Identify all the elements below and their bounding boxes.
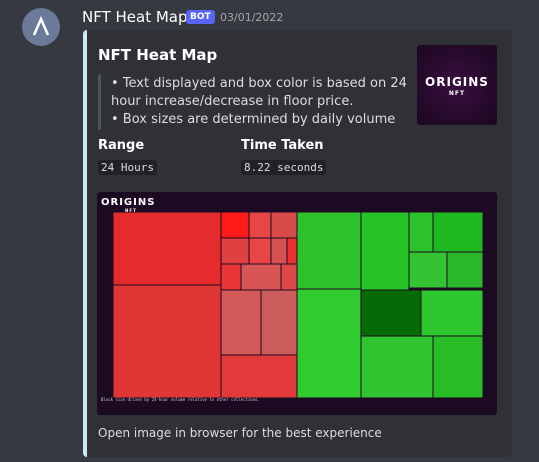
image-logo: ORIGINS — [101, 197, 156, 208]
image-sublogo: NFT — [125, 208, 137, 213]
timestamp: 03/01/2022 — [220, 11, 284, 24]
author-name[interactable]: NFT Heat Map — [82, 8, 188, 26]
description-line: • Box sizes are determined by daily volu… — [111, 112, 396, 127]
image-caption: Block size driven by 24-hour volume rela… — [101, 397, 260, 402]
description-line: • Text displayed and box color is based … — [111, 76, 407, 91]
heatmap-image[interactable]: ORIGINS NFT — [97, 192, 497, 415]
embed-footer: Open image in browser for the best exper… — [98, 426, 382, 440]
description-line: hour increase/decrease in floor price. — [111, 94, 354, 109]
treemap — [113, 212, 483, 398]
avatar[interactable] — [22, 8, 60, 46]
quote-bar — [98, 74, 101, 130]
field-value: 24 Hours — [98, 160, 157, 175]
field-name: Range — [98, 138, 145, 153]
thumbnail-logo: ORIGINS — [425, 75, 489, 89]
thumbnail-sublogo: NFT — [448, 90, 466, 97]
field-value: 8.22 seconds — [241, 160, 327, 175]
field-name: Time Taken — [241, 138, 324, 153]
bot-badge: BOT — [186, 10, 215, 24]
thumbnail[interactable]: ORIGINS NFT — [417, 45, 497, 125]
embed-title: NFT Heat Map — [98, 46, 218, 64]
